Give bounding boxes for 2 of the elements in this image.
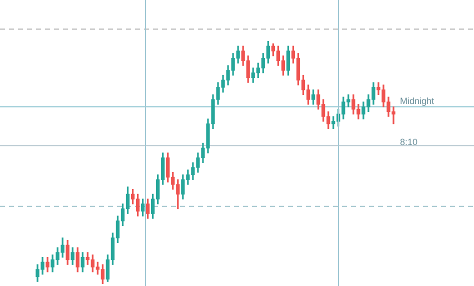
text: 8:10 bbox=[400, 136, 418, 147]
ref-line-label: Midnight bbox=[400, 96, 435, 106]
